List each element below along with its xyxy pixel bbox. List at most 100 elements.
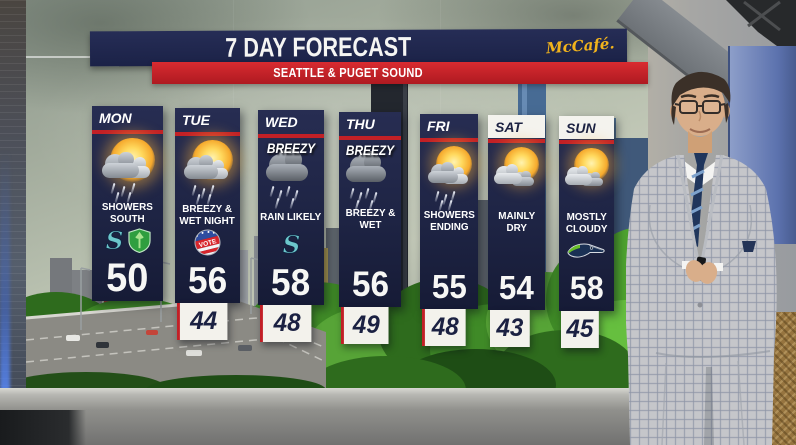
rain-streak [434, 190, 440, 203]
shirt-collar [672, 155, 728, 187]
logo-sounders [127, 228, 151, 258]
cloud-shape [213, 159, 225, 172]
header-accent-line [92, 130, 163, 134]
video-wall-seam [26, 56, 92, 58]
header-accent-line [420, 138, 478, 142]
high-temp: 58 [569, 270, 604, 306]
high-temp: 55 [431, 267, 467, 305]
title-bar: 7 DAY FORECAST McCafé. [89, 28, 628, 67]
rain-streak [349, 187, 355, 200]
rain-streak [364, 187, 370, 200]
logo-kraken: S [105, 226, 124, 258]
high-temp: 54 [499, 268, 534, 306]
region-subtitle: SEATTLE & PUGET SOUND [273, 66, 423, 80]
presenter-head [670, 71, 731, 136]
cloud-shape [428, 171, 459, 184]
seahawks-logo [566, 243, 605, 258]
presenter-neck [688, 131, 712, 153]
rain-streak [269, 185, 275, 198]
weather-icon-rain: BREEZY [258, 140, 324, 210]
logo-vote: VOTE [192, 227, 223, 261]
rain-streak [293, 189, 299, 202]
forecast-day-column: WED BREEZY RAIN LIKELY S 58 48 [258, 110, 324, 342]
low-temp-box: 48 [260, 305, 312, 342]
cloud-shape [453, 166, 465, 177]
rain-streak [191, 184, 197, 197]
condition-text: MAINLY DRY [498, 209, 535, 234]
cloud-shape [346, 166, 387, 182]
low-temp-box: 48 [422, 309, 466, 346]
day-label: MON [99, 109, 132, 126]
weather-icon-sun-cloud [559, 146, 614, 208]
day-panel-body: BREEZY BREEZY & WET 56 49 [339, 140, 401, 344]
day-panel-body: BREEZY & WET NIGHT VOTE 56 44 [175, 136, 240, 340]
cloud-shape [493, 173, 523, 185]
condition-text: BREEZY & WET [345, 206, 395, 231]
header-accent-line [175, 132, 240, 136]
svg-text:VOTE: VOTE [198, 238, 218, 249]
weather-icon-rain: BREEZY [339, 142, 401, 212]
forecast-day-column: SUN MOSTLY CLOUDY 58 45 [559, 116, 614, 348]
day-label: SUN [559, 116, 614, 139]
pocket-square [742, 241, 756, 252]
forecast-day-column: FRI SHOWERS ENDING 55 48 [420, 114, 478, 346]
logo-row: VOTE [192, 227, 223, 261]
condition-text: RAIN LIKELY [260, 210, 322, 223]
rain-streak [120, 185, 126, 198]
high-temp: 56 [187, 259, 228, 301]
cloud-shape [184, 165, 218, 179]
high-temp: 58 [271, 261, 311, 303]
kraken-logo: S [282, 230, 301, 260]
day-panel-body: SHOWERS ENDING 55 48 [420, 142, 478, 346]
breezy-badge: BREEZY [266, 140, 316, 156]
forecast-day-column: THU BREEZY BREEZY & WET 56 49 [339, 112, 401, 344]
rain-streak [110, 182, 116, 195]
kraken-logo: S [105, 226, 124, 256]
logo-seahawks [566, 242, 607, 264]
cars [66, 330, 252, 356]
weather-presenter [626, 71, 777, 445]
cloud-shape [564, 174, 592, 185]
header-accent-line [559, 140, 614, 144]
low-temp-box: 45 [561, 311, 599, 348]
cloud-shape [506, 164, 519, 177]
condition-text: BREEZY & WET NIGHT [179, 202, 236, 227]
day-label: SAT [488, 115, 545, 138]
day-label: THU [346, 115, 375, 132]
sponsor-logo-mccafe: McCafé. [545, 34, 616, 58]
logo-row: S [282, 230, 301, 262]
page-title: 7 DAY FORECAST [225, 31, 412, 63]
low-temp-box: 49 [341, 307, 389, 344]
header-accent-line [339, 136, 401, 140]
cloud-shape [265, 164, 309, 181]
blue-led-strip [0, 150, 10, 442]
day-panel-body: MOSTLY CLOUDY 58 45 [559, 144, 614, 348]
rain-streak [285, 185, 291, 198]
day-label: WED [265, 113, 298, 130]
high-temp: 50 [106, 256, 149, 300]
condition-text: SHOWERS ENDING [423, 208, 475, 233]
weather-icon-sun-cloud [488, 145, 545, 207]
day-panel-body: MAINLY DRY 54 43 [488, 143, 545, 347]
forecast-day-column: TUE BREEZY & WET NIGHT VOTE 56 44 [175, 108, 240, 340]
svg-text:S: S [105, 228, 123, 253]
day-label: TUE [182, 111, 210, 128]
cloud-shape [521, 170, 531, 180]
header-accent-line [258, 134, 324, 138]
cloud-shape [582, 178, 603, 187]
sounders-logo [127, 228, 151, 254]
weather-icon-sun-rain [175, 138, 240, 206]
weather-icon-sun-rain [92, 136, 163, 204]
rain-streak [442, 193, 448, 206]
breezy-badge: BREEZY [345, 142, 395, 158]
forecast-day-column: SAT MAINLY DRY 54 43 [488, 115, 545, 347]
glasses [674, 100, 726, 114]
logo-row [566, 238, 607, 268]
weather-icon-sun-rain [420, 144, 478, 212]
day-panel-body: SHOWERS SOUTH S 50 [92, 134, 163, 301]
header-accent-line [488, 139, 545, 143]
logo-row: S [105, 226, 151, 258]
condition-text: MOSTLY CLOUDY [565, 210, 608, 235]
